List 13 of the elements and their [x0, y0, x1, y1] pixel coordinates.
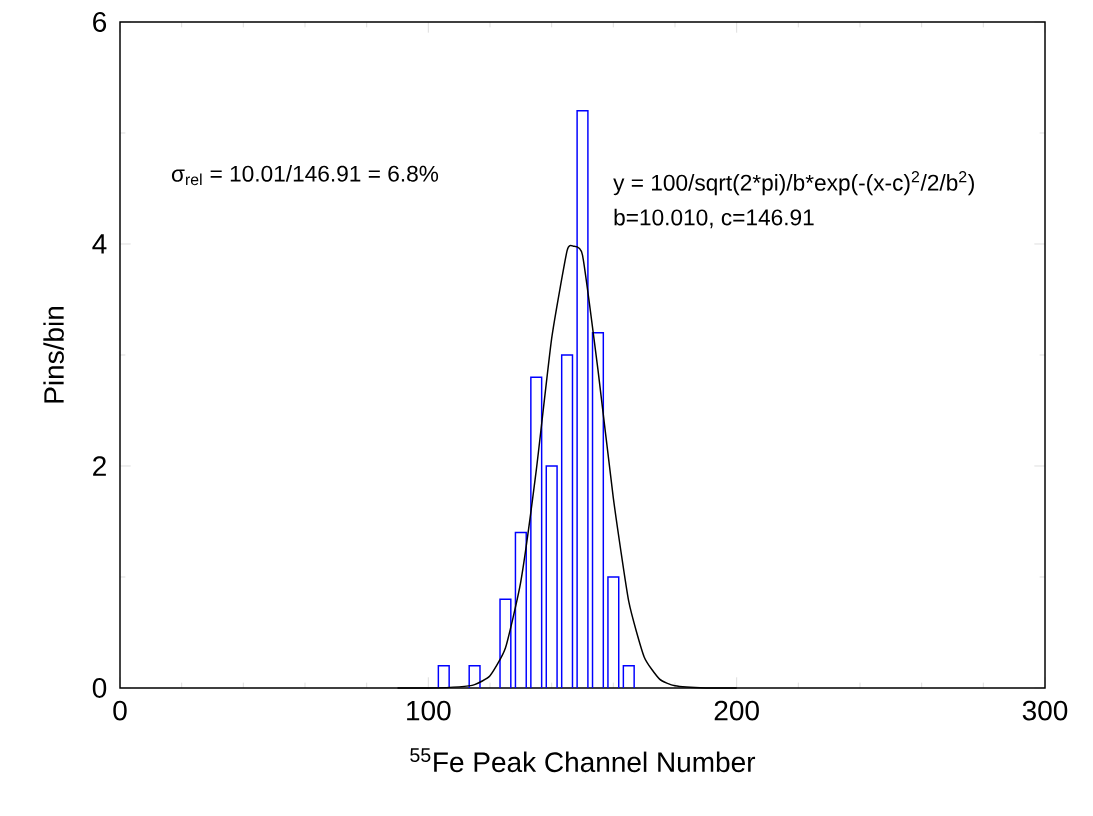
y-tick-label: 2	[93, 456, 106, 476]
y-tick-label: 4	[92, 234, 107, 254]
x-tick-label: 200	[714, 700, 759, 721]
y-axis-title: Pins/bin	[43, 307, 64, 403]
annotation: b=10.010, c=146.91	[614, 208, 814, 229]
x-tick-label: 300	[1022, 700, 1068, 721]
x-tick-label: 0	[113, 700, 127, 721]
y-tick-label: 0	[92, 678, 107, 698]
annotation: y = 100/sqrt(2*pi)/b*exp(-(x-c)$^{2}$/2/b$^{2}$)	[613, 171, 974, 196]
annotation: σ$_{rel}$ = 10.01/146.91 = 6.8%	[171, 165, 439, 186]
x-tick-label: 100	[407, 700, 451, 721]
y-tick-label: 6	[93, 12, 107, 32]
x-axis-title: $^{55}$Fe Peak Channel Number	[410, 748, 756, 773]
